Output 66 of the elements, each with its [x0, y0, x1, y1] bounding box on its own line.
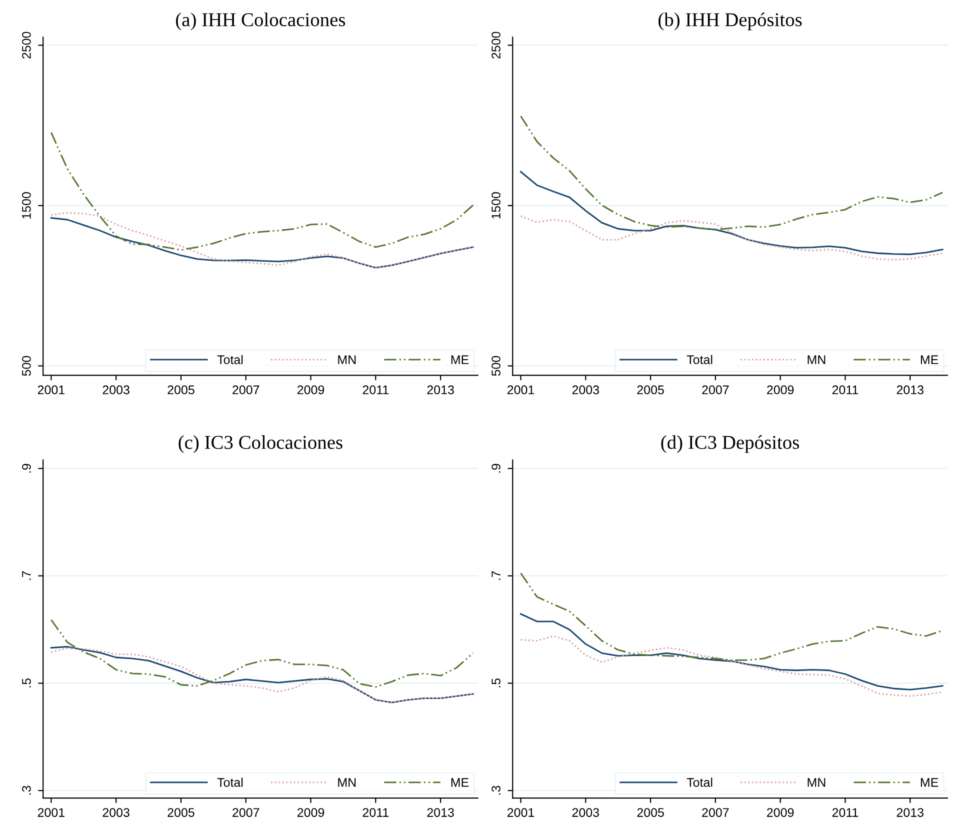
x-tick-label: 2009	[767, 808, 794, 817]
x-tick-label: 2007	[232, 385, 260, 394]
y-tick-label: .9	[22, 464, 31, 473]
x-tick-label: 2005	[637, 808, 664, 817]
line-series	[50, 619, 474, 688]
x-tick-label: 2011	[362, 385, 388, 394]
legend-label: Total	[217, 354, 243, 364]
line-series	[520, 170, 944, 256]
legend-label: ME	[920, 355, 938, 364]
line-series	[520, 215, 944, 261]
x-tick-label: 2009	[297, 808, 324, 817]
legend-label: MN	[808, 355, 826, 364]
legend-label: Total	[217, 778, 243, 787]
y-tick-label: .7	[22, 571, 31, 580]
line-series	[520, 635, 944, 697]
x-tick-label: 2001	[38, 385, 64, 394]
x-tick-label: 2013	[427, 385, 454, 394]
legend-label: Total	[686, 778, 712, 787]
x-tick-label: 2007	[702, 385, 729, 394]
y-tick-label: 2500	[22, 32, 31, 59]
legend-label: ME	[920, 778, 938, 787]
x-tick-label: 2005	[168, 808, 194, 817]
y-tick-label: .5	[492, 678, 500, 688]
y-tick-label: .9	[492, 464, 500, 473]
line-series	[520, 115, 944, 230]
y-tick-label: .7	[492, 571, 500, 580]
x-tick-label: 2001	[507, 808, 534, 817]
legend-label: Total	[686, 354, 712, 364]
legend-label: ME	[451, 355, 469, 364]
x-tick-label: 2011	[832, 808, 858, 817]
line-series	[50, 132, 474, 251]
x-tick-label: 2011	[362, 808, 388, 817]
x-tick-label: 2013	[427, 808, 454, 817]
x-tick-label: 2005	[168, 385, 194, 394]
x-tick-label: 2003	[572, 385, 599, 394]
y-tick-label: 1500	[22, 192, 31, 219]
chart-title: (a) IHH Colocaciones	[176, 12, 346, 30]
y-tick-label: 500	[22, 356, 31, 376]
x-tick-label: 2009	[297, 385, 324, 394]
line-series	[520, 613, 944, 690]
line-series	[520, 572, 944, 661]
legend-label: ME	[451, 778, 469, 787]
y-tick-label: 2500	[492, 32, 500, 59]
y-tick-label: 500	[492, 356, 500, 376]
x-tick-label: 2001	[38, 808, 64, 817]
x-tick-label: 2003	[102, 808, 130, 817]
x-tick-label: 2007	[232, 808, 260, 817]
x-tick-label: 2003	[102, 385, 130, 394]
chart-title: (b) IHH Depósitos	[658, 12, 802, 30]
legend-label: MN	[808, 778, 826, 787]
x-tick-label: 2001	[507, 385, 534, 394]
x-tick-label: 2007	[702, 808, 729, 817]
x-tick-label: 2013	[896, 385, 924, 394]
y-tick-label: .3	[492, 786, 500, 795]
y-tick-label: .5	[22, 678, 31, 688]
x-tick-label: 2003	[572, 808, 599, 817]
chart-title: (c) IC3 Colocaciones	[178, 435, 342, 453]
y-tick-label: 1500	[492, 192, 500, 219]
x-tick-label: 2013	[896, 808, 924, 817]
x-tick-label: 2009	[767, 385, 794, 394]
chart-title: (d) IC3 Depósitos	[661, 435, 799, 453]
y-tick-label: .3	[22, 786, 31, 795]
x-tick-label: 2005	[637, 385, 664, 394]
legend-label: MN	[338, 778, 356, 787]
legend-label: MN	[338, 355, 356, 364]
x-tick-label: 2011	[832, 385, 858, 394]
